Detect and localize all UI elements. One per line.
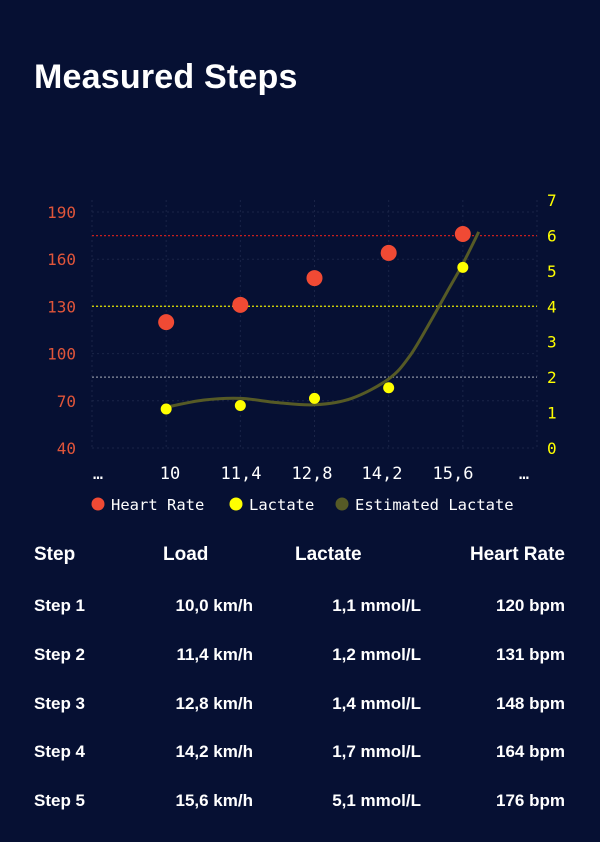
table-row: Step 1 10,0 km/h 1,1 mmol/L 120 bpm	[0, 596, 600, 616]
x-tick-label: 15,6	[433, 464, 474, 484]
x-tick-label: …	[93, 464, 103, 484]
x-tick-label: 10	[160, 464, 180, 484]
cell-heart-rate: 176 bpm	[496, 791, 565, 810]
y-left-tick-label: 40	[57, 439, 76, 458]
lactate-point	[383, 382, 395, 394]
y-left-tick-label: 190	[47, 203, 76, 222]
y-right-tick-label: 1	[547, 404, 557, 423]
y-left-tick-label: 100	[47, 345, 76, 364]
cell-load: 14,2 km/h	[175, 742, 254, 761]
heart-rate-point	[158, 314, 175, 331]
y-right-tick-label: 5	[547, 262, 557, 281]
table-row: Step 3 12,8 km/h 1,4 mmol/L 148 bpm	[0, 694, 600, 714]
x-tick-label: 14,2	[362, 464, 403, 484]
page-title: Measured Steps	[34, 58, 298, 96]
cell-step: Step 4	[34, 742, 86, 761]
lactate-point	[457, 261, 469, 273]
legend-label: Heart Rate	[111, 496, 204, 514]
cell-load: 10,0 km/h	[175, 596, 254, 615]
legend-marker	[229, 497, 243, 511]
cell-load: 12,8 km/h	[175, 694, 254, 713]
y-right-tick-label: 2	[547, 368, 557, 387]
legend-marker	[335, 497, 349, 511]
cell-lactate: 1,4 mmol/L	[332, 694, 421, 713]
lactate-point	[309, 392, 320, 404]
cell-lactate: 5,1 mmol/L	[332, 791, 421, 810]
y-right-tick-label: 0	[547, 439, 557, 458]
chart: 40 70 100 130 160 190 0 1 2 3 4 5 6 7 … 10 11,4 12,8 14,2 1…	[47, 191, 557, 514]
heart-rate-point	[306, 270, 323, 287]
table-row: Step 4 14,2 km/h 1,7 mmol/L 164 bpm	[0, 742, 600, 762]
legend-label: Estimated Lactate	[355, 496, 514, 514]
header-lactate: Lactate	[295, 544, 362, 565]
estimated-lactate-line	[165, 231, 481, 409]
table-row: Step 2 11,4 km/h 1,2 mmol/L 131 bpm	[0, 645, 600, 665]
cell-step: Step 3	[34, 694, 86, 713]
y-right-tick-label: 6	[547, 226, 557, 245]
cell-lactate: 1,7 mmol/L	[332, 742, 421, 761]
legend-marker	[91, 497, 105, 511]
cell-lactate: 1,1 mmol/L	[332, 596, 421, 615]
cell-heart-rate: 131 bpm	[496, 645, 565, 664]
cell-heart-rate: 120 bpm	[496, 596, 565, 615]
y-right-tick-label: 7	[547, 191, 557, 210]
cell-step: Step 5	[34, 791, 86, 810]
lactate-point	[234, 399, 246, 411]
y-left-tick-label: 160	[47, 250, 76, 269]
header-step: Step	[34, 544, 76, 565]
y-left-tick-label: 130	[47, 297, 76, 316]
lactate-point	[160, 403, 172, 415]
cell-lactate: 1,2 mmol/L	[332, 645, 421, 664]
y-right-tick-label: 4	[547, 297, 557, 316]
heart-rate-point	[380, 244, 397, 261]
header-load: Load	[163, 544, 209, 565]
cell-heart-rate: 164 bpm	[496, 742, 565, 761]
cell-load: 15,6 km/h	[175, 791, 254, 810]
cell-heart-rate: 148 bpm	[496, 694, 565, 713]
cell-step: Step 2	[34, 645, 86, 664]
x-tick-label: …	[519, 464, 529, 484]
heart-rate-point	[232, 296, 249, 313]
y-left-tick-label: 70	[57, 392, 76, 411]
x-tick-label: 11,4	[221, 464, 262, 484]
cell-step: Step 1	[34, 596, 86, 615]
x-tick-label: 12,8	[292, 464, 333, 484]
table-header-row: Step Load Lactate Heart Rate	[0, 544, 600, 565]
header-heart-rate: Heart Rate	[469, 544, 565, 565]
heart-rate-point	[454, 226, 471, 243]
cell-load: 11,4 km/h	[176, 645, 253, 664]
table-row: Step 5 15,6 km/h 5,1 mmol/L 176 bpm	[0, 791, 600, 811]
legend-label: Lactate	[249, 496, 314, 514]
y-right-tick-label: 3	[547, 333, 557, 352]
